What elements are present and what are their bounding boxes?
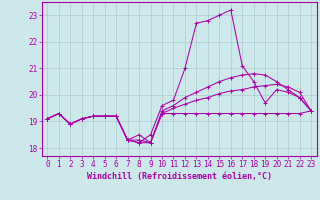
X-axis label: Windchill (Refroidissement éolien,°C): Windchill (Refroidissement éolien,°C) xyxy=(87,172,272,181)
